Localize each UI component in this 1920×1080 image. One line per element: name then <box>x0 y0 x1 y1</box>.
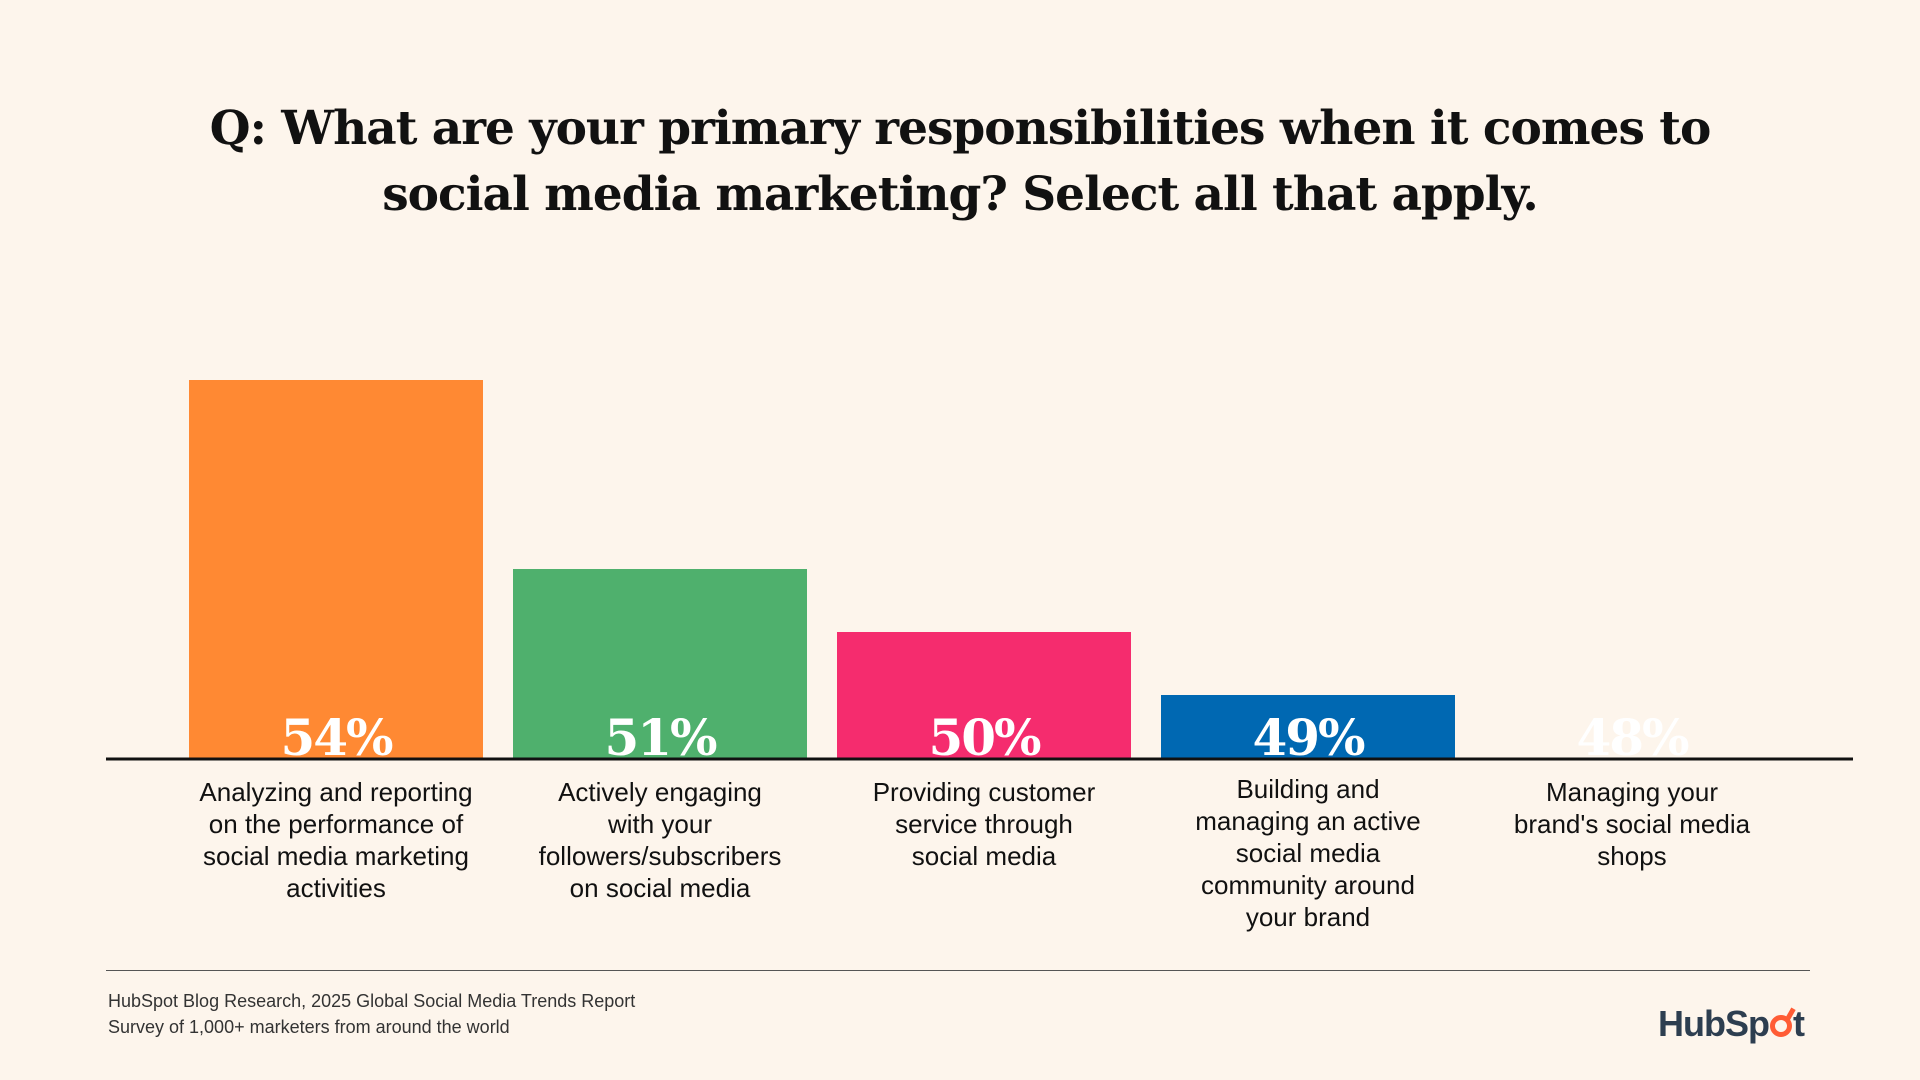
category-label-3-line-1: Providing customer <box>872 777 1096 807</box>
bar-1 <box>189 380 483 759</box>
category-label-2-line-1: Actively engaging <box>558 777 762 807</box>
hubspot-logo: HubSp t <box>1658 1003 1805 1044</box>
source-line-1: HubSpot Blog Research, 2025 Global Socia… <box>108 991 636 1011</box>
category-label-1: Analyzing and reporting on the performanc… <box>186 776 486 904</box>
source-note: HubSpot Blog Research, 2025 Global Socia… <box>108 988 635 1040</box>
category-label-3: Providing customer service through social … <box>834 776 1134 872</box>
category-label-3-line-2: service through <box>895 809 1073 839</box>
category-label-5-line-2: brand's social media <box>1513 809 1751 839</box>
category-label-4-line-4: community around <box>1201 870 1415 900</box>
logo-text-end: t <box>1793 1003 1805 1044</box>
category-label-4: Building and managing an active social med… <box>1158 773 1458 933</box>
logo-text-start: HubSp <box>1658 1003 1770 1044</box>
bar-value-label-5: 48% <box>1576 708 1689 767</box>
bar-value-label-2: 51% <box>604 708 717 767</box>
category-label-4-line-1: Building and <box>1236 774 1380 804</box>
bar-value-label-3: 50% <box>928 708 1041 767</box>
chart-title-line-2: social media marketing? Select all that … <box>382 167 1539 222</box>
bar-2 <box>513 569 807 759</box>
source-line-2: Survey of 1,000+ marketers from around t… <box>108 1017 510 1037</box>
bar-4 <box>1161 695 1455 759</box>
chart-title: Q: What are your primary responsibilitie… <box>0 96 1920 228</box>
category-label-5-line-3: shops <box>1597 841 1667 871</box>
category-label-2-line-3: followers/subscribers <box>538 841 782 871</box>
bar-value-label-4: 49% <box>1252 708 1365 767</box>
category-label-5: Managing your brand's social media shops <box>1482 776 1782 872</box>
category-label-1-line-1: Analyzing and reporting <box>199 777 473 807</box>
category-label-4-line-2: managing an active <box>1195 806 1421 836</box>
category-label-5-line-1: Managing your <box>1546 777 1718 807</box>
category-label-2-line-2: with your <box>607 809 713 839</box>
bar-value-label-1: 54% <box>280 708 393 767</box>
category-label-4-line-3: social media <box>1235 838 1381 868</box>
category-label-2-line-4: on social media <box>569 873 751 903</box>
footer-divider <box>106 970 1810 971</box>
category-label-4-line-5: your brand <box>1245 902 1371 932</box>
category-label-1-line-2: on the performance of <box>208 809 464 839</box>
chart-title-line-1: Q: What are your primary responsibilitie… <box>209 101 1712 156</box>
category-label-1-line-3: social media marketing <box>203 841 469 871</box>
bar-3 <box>837 632 1131 759</box>
category-label-1-line-4: activities <box>286 873 386 903</box>
category-label-2: Actively engaging with your followers/subs… <box>510 776 810 904</box>
sprocket-icon <box>1770 1015 1792 1037</box>
category-label-3-line-3: social media <box>911 841 1057 871</box>
